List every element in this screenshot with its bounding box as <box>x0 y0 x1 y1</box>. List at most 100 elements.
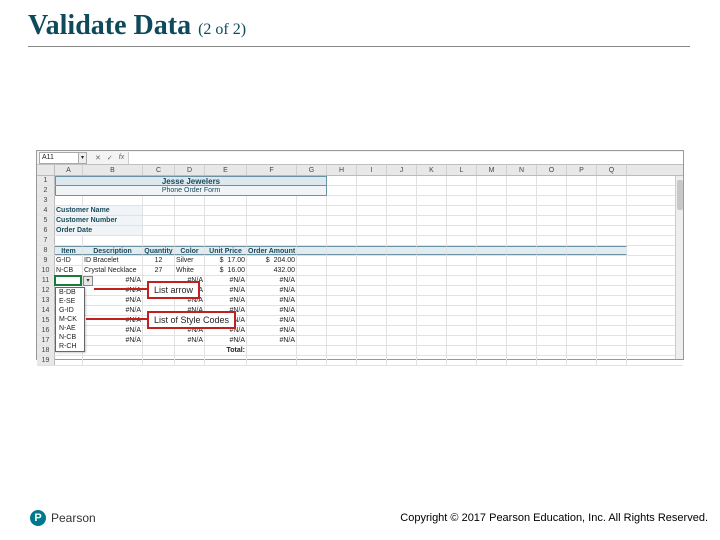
cell[interactable] <box>417 276 447 285</box>
cell[interactable] <box>143 216 175 225</box>
cell[interactable] <box>417 176 447 185</box>
col-header[interactable]: N <box>507 165 537 175</box>
cell[interactable] <box>567 336 597 345</box>
header-description[interactable]: Description <box>83 246 143 255</box>
active-cell[interactable] <box>55 276 83 285</box>
cell[interactable] <box>537 276 567 285</box>
cell[interactable] <box>357 246 387 255</box>
cell[interactable] <box>357 196 387 205</box>
cell[interactable] <box>447 206 477 215</box>
cell[interactable] <box>83 346 143 355</box>
cell[interactable] <box>537 176 567 185</box>
row-header[interactable]: 5 <box>37 216 55 225</box>
cell[interactable] <box>537 336 567 345</box>
cell[interactable] <box>537 356 567 365</box>
cell[interactable] <box>477 306 507 315</box>
fx-icon[interactable]: fx <box>119 154 124 162</box>
cell[interactable] <box>567 346 597 355</box>
cell[interactable] <box>83 236 143 245</box>
cell[interactable] <box>357 356 387 365</box>
cell[interactable] <box>597 206 627 215</box>
cell[interactable] <box>507 276 537 285</box>
cell[interactable] <box>143 226 175 235</box>
cell[interactable] <box>507 246 537 255</box>
cell[interactable] <box>567 176 597 185</box>
header-order-amount[interactable]: Order Amount <box>247 246 297 255</box>
cell[interactable] <box>327 306 357 315</box>
cell-na[interactable]: #N/A <box>247 276 297 285</box>
cell[interactable] <box>597 306 627 315</box>
cell[interactable] <box>357 276 387 285</box>
cell[interactable] <box>357 226 387 235</box>
cell[interactable] <box>387 336 417 345</box>
cell[interactable] <box>205 196 247 205</box>
cell[interactable] <box>55 356 83 365</box>
cell[interactable] <box>387 296 417 305</box>
cell[interactable] <box>417 296 447 305</box>
cell[interactable] <box>327 186 357 195</box>
cell[interactable] <box>247 216 297 225</box>
cell[interactable] <box>297 356 327 365</box>
col-header[interactable]: L <box>447 165 477 175</box>
sheet-subtitle-cell[interactable]: Phone Order Form <box>55 186 327 196</box>
cell[interactable] <box>417 256 447 265</box>
cell[interactable] <box>247 236 297 245</box>
cell[interactable] <box>175 226 205 235</box>
cell[interactable] <box>175 356 205 365</box>
cell[interactable] <box>537 296 567 305</box>
cell[interactable] <box>357 316 387 325</box>
cell[interactable] <box>507 206 537 215</box>
cell[interactable] <box>387 176 417 185</box>
cell[interactable] <box>567 186 597 195</box>
cell[interactable] <box>597 266 627 275</box>
cell[interactable] <box>387 196 417 205</box>
cell[interactable] <box>83 196 143 205</box>
cell[interactable] <box>507 226 537 235</box>
row-header[interactable]: 3 <box>37 196 55 205</box>
cell[interactable] <box>477 266 507 275</box>
cell[interactable] <box>567 266 597 275</box>
enter-icon[interactable]: ✓ <box>107 154 113 162</box>
row-header[interactable]: 7 <box>37 236 55 245</box>
cell[interactable] <box>507 296 537 305</box>
cell-desc[interactable]: Crystal Necklace <box>83 266 143 275</box>
cell[interactable] <box>327 296 357 305</box>
cell[interactable] <box>537 316 567 325</box>
cell[interactable] <box>477 296 507 305</box>
cell[interactable] <box>175 196 205 205</box>
cell-na[interactable]: #N/A <box>83 326 143 335</box>
row-header[interactable]: 17 <box>37 336 55 345</box>
list-item[interactable]: M-CK <box>56 315 84 324</box>
cell[interactable] <box>537 196 567 205</box>
row-header[interactable]: 10 <box>37 266 55 275</box>
cell[interactable] <box>507 256 537 265</box>
cell[interactable] <box>327 336 357 345</box>
row-header[interactable]: 16 <box>37 326 55 335</box>
cell[interactable] <box>357 206 387 215</box>
cell[interactable] <box>447 226 477 235</box>
scrollbar-thumb[interactable] <box>677 180 683 210</box>
col-header[interactable]: C <box>143 165 175 175</box>
cell[interactable] <box>247 346 297 355</box>
cell[interactable] <box>567 196 597 205</box>
cell[interactable] <box>477 236 507 245</box>
list-item[interactable]: N-AE <box>56 324 84 333</box>
cell[interactable] <box>447 316 477 325</box>
cell-qty[interactable]: 12 <box>143 256 175 265</box>
cell-na[interactable]: #N/A <box>247 306 297 315</box>
cell[interactable] <box>507 236 537 245</box>
name-box-dropdown[interactable]: ▾ <box>79 152 87 164</box>
cell[interactable] <box>597 326 627 335</box>
cell[interactable] <box>247 196 297 205</box>
col-header[interactable]: I <box>357 165 387 175</box>
cell[interactable] <box>297 286 327 295</box>
cell[interactable] <box>297 206 327 215</box>
cell[interactable] <box>567 246 597 255</box>
cell[interactable] <box>357 326 387 335</box>
cell[interactable] <box>357 346 387 355</box>
cell[interactable] <box>417 316 447 325</box>
cell[interactable] <box>83 356 143 365</box>
cell[interactable] <box>447 346 477 355</box>
cell-na[interactable]: #N/A <box>83 296 143 305</box>
cell[interactable] <box>477 276 507 285</box>
